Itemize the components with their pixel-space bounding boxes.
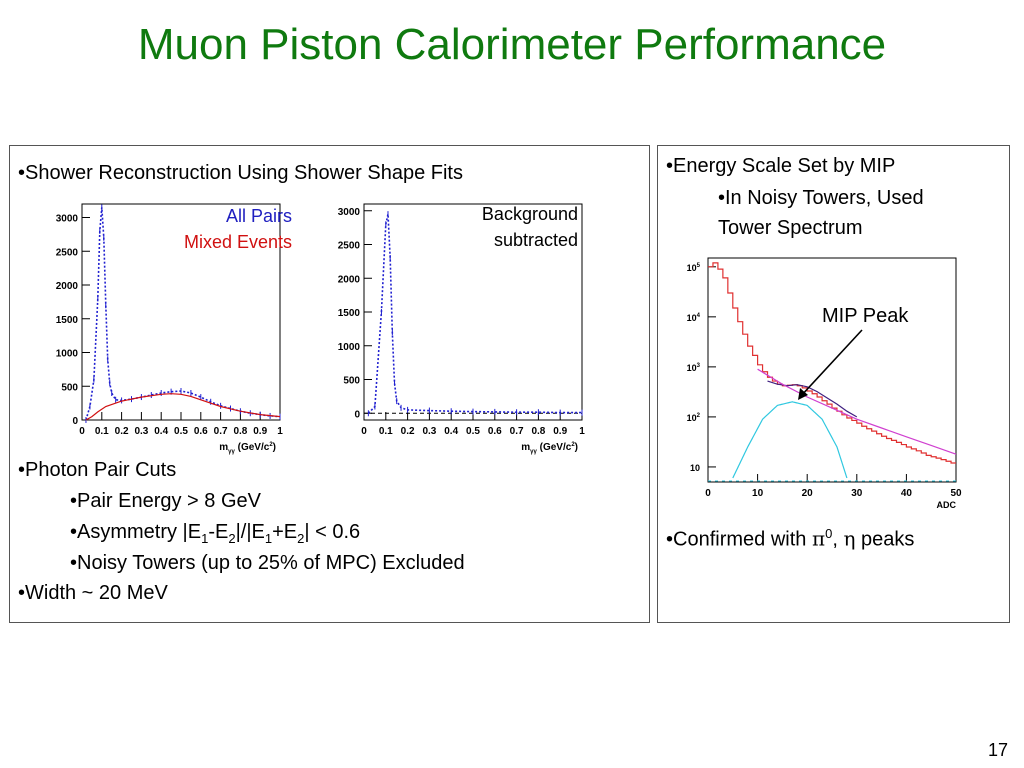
bg-label-line2: subtracted	[494, 230, 578, 250]
y-tick-label: 2500	[56, 247, 79, 258]
x-tick-label: 1	[579, 426, 585, 437]
y-tick-label: 2000	[338, 274, 361, 285]
y-tick-label: 500	[343, 376, 360, 387]
x-tick-label: 50	[950, 488, 962, 499]
legend-mixed-events: Mixed Events	[184, 232, 292, 252]
legend-all-pairs: All Pairs	[226, 206, 292, 226]
x-tick-label: 0.9	[553, 426, 567, 437]
x-tick-label: 20	[802, 488, 814, 499]
x-tick-label: 40	[901, 488, 913, 499]
x-axis-label-unit: (GeV/c	[537, 442, 572, 453]
x-tick-label: 0.7	[214, 426, 228, 437]
y-tick-label: 1000	[338, 342, 361, 353]
x-axis-label: ADC	[937, 500, 957, 508]
y-tick-label: 1000	[56, 349, 79, 360]
slide-number: 17	[987, 740, 1008, 760]
shower-heading: •Shower Reconstruction Using Shower Shap…	[18, 162, 463, 184]
mip-peak-arrowhead	[798, 388, 808, 400]
x-axis-label-main: m	[521, 442, 530, 453]
chart-body: 0 0.1 0.2 0.3 0.4 0.5 0.6 0.7 0.8 0.9 1 0 500 1000 150…	[56, 203, 283, 455]
x-tick-label: 0.6	[488, 426, 502, 437]
x-tick-label: 1	[277, 426, 283, 437]
series-line-fit-total	[767, 380, 858, 418]
slide-title: Muon Piston Calorimeter Performance	[137, 20, 887, 69]
x-tick-label: 0.4	[154, 426, 168, 437]
x-axis-label-sub: γγ	[228, 449, 235, 455]
x-tick-label: 0.5	[174, 426, 188, 437]
x-tick-label: 0	[79, 426, 85, 437]
y-tick-exponent: 2	[697, 413, 701, 419]
y-tick-label: 2000	[56, 281, 79, 292]
x-tick-label: 0	[705, 488, 711, 499]
x-tick-label: 10	[752, 488, 764, 499]
x-tick-label: 0.5	[466, 426, 480, 437]
y-tick-exponent: 5	[697, 263, 701, 269]
x-tick-label: 0.8	[233, 426, 247, 437]
right-content-panel: •Energy Scale Set by MIP •In Noisy Tower…	[657, 145, 1010, 623]
x-tick-label: 0.6	[194, 426, 208, 437]
x-tick-label: 0.8	[531, 426, 545, 437]
y-tick-label: 500	[61, 382, 78, 393]
x-tick-label: 0.4	[444, 426, 458, 437]
bullet-pair-energy: •Pair Energy > 8 GeV	[70, 490, 261, 512]
x-tick-label: 0.7	[510, 426, 524, 437]
x-tick-label: 0.3	[134, 426, 148, 437]
bullet-width: •Width ~ 20 MeV	[18, 582, 168, 604]
series-line-mip-gaussian	[732, 401, 848, 479]
plot-frame	[707, 257, 957, 483]
y-tick-label: 3000	[338, 207, 361, 218]
bullet-photon-pair-cuts: •Photon Pair Cuts	[18, 459, 177, 481]
x-axis-label-sup: 2	[269, 442, 273, 448]
series-line-tower-spectrum	[708, 262, 956, 464]
chart-body: 0 0.1 0.2 0.3 0.4 0.5 0.6 0.7 0.8 0.9 1 0 500 1000 150…	[338, 203, 585, 455]
x-axis-label-sup: 2	[571, 442, 575, 448]
x-tick-label: 0.1	[379, 426, 393, 437]
x-tick-label: 0.9	[253, 426, 267, 437]
bullet-noisy-towers: •Noisy Towers (up to 25% of MPC) Exclude…	[70, 552, 465, 574]
y-tick-exponent: 4	[697, 313, 701, 319]
x-tick-label: 0.1	[95, 426, 109, 437]
y-tick-label: 0	[72, 416, 78, 427]
y-tick-label: 10	[690, 463, 700, 473]
series-line-mixed-events	[85, 393, 281, 421]
bullet-asymmetry: •Asymmetry |E1-E2|/|E1+E2| < 0.6	[70, 521, 361, 546]
bullet-noisy-towers-line1: •In Noisy Towers, Used	[718, 187, 924, 209]
bullet-noisy-towers-line2: Tower Spectrum	[718, 217, 863, 239]
bullet-confirmed: •Confirmed with π0, η peaks	[666, 526, 915, 551]
x-tick-label: 0	[361, 426, 367, 437]
x-axis-label-sub: γγ	[530, 449, 537, 455]
x-axis-label-main: m	[219, 442, 228, 453]
x-axis-label-close: )	[575, 442, 578, 453]
y-tick-label: 1500	[338, 308, 361, 319]
x-axis-label-close: )	[273, 442, 276, 453]
bg-label-line1: Background	[482, 204, 578, 224]
background-subtracted-chart: 0 0.1 0.2 0.3 0.4 0.5 0.6 0.7 0.8 0.9 1 0 500 1000 150…	[338, 203, 585, 455]
y-tick-label: 102	[687, 413, 701, 423]
y-tick-label: 3000	[56, 214, 79, 225]
mass-spectrum-chart: 0 0.1 0.2 0.3 0.4 0.5 0.6 0.7 0.8 0.9 1 0 500 1000 150…	[56, 203, 292, 455]
x-tick-label: 30	[851, 488, 863, 499]
x-tick-label: 0.3	[422, 426, 436, 437]
series-line-background-fit	[757, 368, 957, 455]
x-axis-label: mγγ (GeV/c2)	[219, 442, 276, 455]
y-tick-label: 104	[687, 313, 701, 323]
mip-peak-arrow	[799, 329, 863, 398]
chart-body: 0 10 20 30 40 50 10 102 103 104 105 ADC	[687, 257, 962, 508]
y-tick-label: 2500	[338, 241, 361, 252]
x-tick-label: 0.2	[115, 426, 129, 437]
x-axis-label-unit: (GeV/c	[235, 442, 270, 453]
mip-peak-label: MIP Peak	[822, 305, 909, 327]
y-tick-exponent: 3	[697, 363, 701, 369]
left-content-panel: •Shower Reconstruction Using Shower Shap…	[9, 145, 650, 623]
y-tick-label: 0	[354, 409, 360, 420]
y-tick-label: 1500	[56, 315, 79, 326]
x-axis-label: mγγ (GeV/c2)	[521, 442, 578, 455]
x-tick-label: 0.2	[401, 426, 415, 437]
adc-spectrum-chart: 0 10 20 30 40 50 10 102 103 104 105 ADC MIP Peak	[687, 257, 962, 508]
y-tick-label: 105	[687, 263, 701, 273]
bullet-energy-scale: •Energy Scale Set by MIP	[666, 155, 896, 177]
y-tick-label: 103	[687, 363, 701, 373]
